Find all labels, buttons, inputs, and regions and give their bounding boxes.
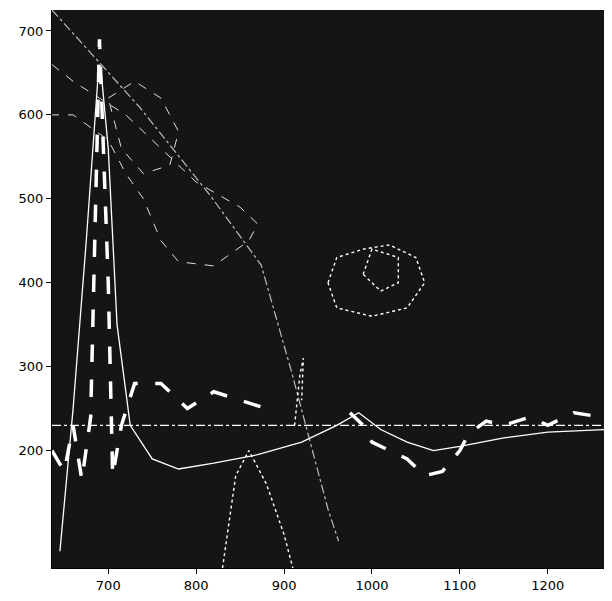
svg-text:800: 800	[184, 578, 209, 593]
svg-text:300: 300	[19, 359, 44, 374]
svg-text:1200: 1200	[531, 578, 564, 593]
svg-text:200: 200	[19, 443, 44, 458]
svg-text:500: 500	[19, 191, 44, 206]
svg-text:700: 700	[96, 578, 121, 593]
svg-text:700: 700	[19, 24, 44, 39]
svg-text:1000: 1000	[355, 578, 388, 593]
svg-text:600: 600	[19, 107, 44, 122]
svg-text:900: 900	[272, 578, 297, 593]
svg-text:1100: 1100	[443, 578, 476, 593]
svg-text:400: 400	[19, 275, 44, 290]
